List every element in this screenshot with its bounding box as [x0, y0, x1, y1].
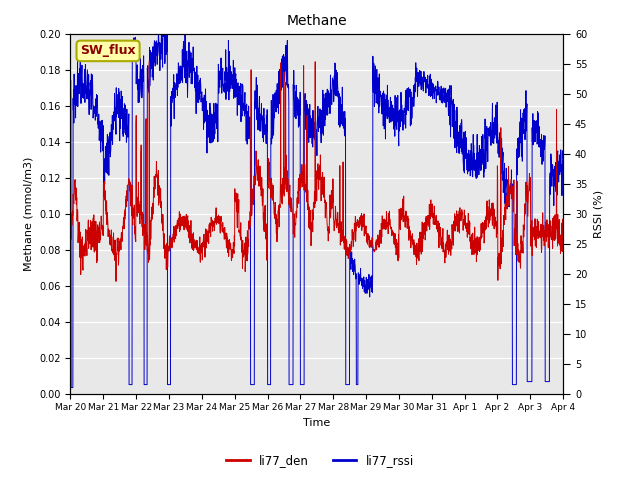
Text: SW_flux: SW_flux	[80, 44, 136, 58]
Y-axis label: Methane (mmol/m3): Methane (mmol/m3)	[24, 156, 34, 271]
Title: Methane: Methane	[287, 14, 347, 28]
X-axis label: Time: Time	[303, 418, 330, 428]
Y-axis label: RSSI (%): RSSI (%)	[593, 190, 603, 238]
Legend: li77_den, li77_rssi: li77_den, li77_rssi	[221, 449, 419, 472]
